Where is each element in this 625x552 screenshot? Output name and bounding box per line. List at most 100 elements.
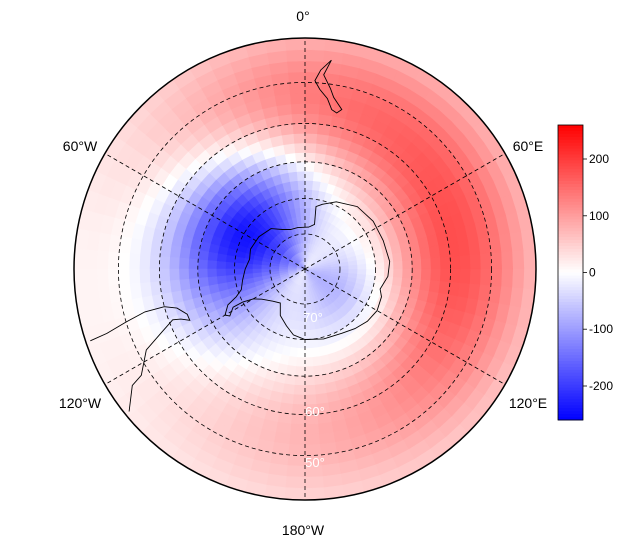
- colorbar-cell: [558, 154, 583, 158]
- field-cell: [168, 268, 180, 282]
- colorbar-cell: [558, 381, 583, 385]
- field-cell: [365, 274, 376, 282]
- coastlines: [90, 59, 391, 412]
- field-cell: [374, 261, 385, 270]
- colorbar-cell: [558, 251, 583, 256]
- field-cell: [296, 179, 306, 191]
- field-cell: [348, 268, 359, 274]
- field-cell: [287, 71, 306, 84]
- colorbar-cell: [558, 207, 583, 211]
- field-cell: [285, 476, 306, 489]
- field-cell: [304, 161, 315, 172]
- field-cell: [383, 275, 394, 285]
- field-cell: [314, 142, 328, 155]
- field-cell: [312, 171, 323, 182]
- colorbar-cell: [558, 384, 583, 388]
- field-cell: [169, 279, 182, 293]
- colorbar-cell: [558, 219, 583, 223]
- colorbar-cell: [558, 402, 583, 406]
- field-cell: [169, 245, 182, 259]
- colorbar-tick-label: 200: [589, 152, 609, 166]
- colorbar-cell: [558, 245, 583, 250]
- colorbar-cell: [558, 290, 583, 294]
- field-cell: [365, 268, 376, 276]
- colorbar-cell: [558, 139, 583, 144]
- field-cell: [296, 357, 306, 368]
- field-cell: [298, 198, 306, 209]
- colorbar-cell: [558, 358, 583, 362]
- colorbar-cell: [558, 186, 583, 191]
- colorbar-cell: [558, 189, 583, 194]
- colorbar-cell: [558, 216, 583, 220]
- field-cell: [296, 347, 306, 359]
- field-cell: [287, 454, 306, 467]
- latitude-circle: [117, 81, 493, 457]
- field-cell: [85, 249, 98, 270]
- meridian-line: [104, 268, 306, 385]
- field-cell: [284, 374, 297, 386]
- colorbar-cell: [558, 319, 583, 324]
- field-cell: [304, 170, 314, 181]
- field-cell: [428, 245, 441, 259]
- colorbar-cell: [558, 225, 583, 229]
- field-cell: [216, 253, 227, 263]
- colorbar-cell: [558, 331, 583, 335]
- field-cell: [290, 338, 300, 349]
- field-cell: [304, 207, 311, 217]
- colorbar-cell: [558, 310, 583, 315]
- field-cell: [374, 274, 385, 284]
- field-cell: [439, 268, 451, 283]
- colorbar-tick-label: -200: [589, 379, 613, 393]
- field-cell: [512, 268, 525, 289]
- colorbar-tick-label: 100: [589, 209, 609, 223]
- field-cell: [304, 476, 325, 489]
- colorbar-cell: [558, 390, 583, 394]
- colorbar-cell: [558, 178, 583, 182]
- field-cell: [291, 123, 306, 135]
- field-cell: [490, 268, 503, 287]
- field-cell: [304, 113, 319, 125]
- field-cell: [178, 278, 191, 292]
- colorbar-cell: [558, 378, 583, 383]
- field-cell: [297, 338, 306, 349]
- field-cell: [304, 224, 310, 235]
- colorbar-cell: [558, 369, 583, 374]
- field-cell: [393, 268, 404, 278]
- colorbar-cell: [558, 163, 583, 167]
- field-cell: [292, 329, 300, 340]
- field-cell: [281, 392, 295, 405]
- field-cell: [420, 257, 432, 270]
- colorbar-cell: [558, 346, 583, 350]
- field-cell: [138, 254, 151, 270]
- lat-label-50: 50°: [305, 455, 325, 470]
- field-cell: [523, 268, 536, 290]
- field-cell: [315, 133, 329, 146]
- field-cell: [188, 268, 199, 280]
- field-cell: [304, 233, 309, 244]
- field-cell: [428, 279, 441, 293]
- colorbar-cell: [558, 257, 583, 262]
- colorbar-cell: [558, 222, 583, 226]
- field-cell: [402, 268, 413, 279]
- field-cell: [243, 263, 253, 270]
- field-cell: [188, 258, 199, 270]
- field-cell: [225, 254, 236, 264]
- colorbar-cell: [558, 337, 583, 341]
- colorbar-cell: [558, 157, 583, 161]
- colorbar-cell: [558, 405, 583, 409]
- field-cell: [297, 189, 306, 200]
- field-cell: [304, 152, 316, 163]
- colorbar-cell: [558, 272, 583, 276]
- field-cell: [96, 268, 109, 288]
- colorbar-cell: [558, 349, 583, 353]
- field-cell: [286, 465, 306, 478]
- field-cell: [304, 423, 320, 436]
- colorbar-cell: [558, 125, 583, 129]
- field-cell: [234, 262, 245, 270]
- field-cell: [178, 268, 190, 281]
- colorbar-cell: [558, 307, 583, 312]
- field-cell: [523, 248, 536, 270]
- field-cell: [430, 268, 442, 282]
- field-cell: [313, 152, 326, 164]
